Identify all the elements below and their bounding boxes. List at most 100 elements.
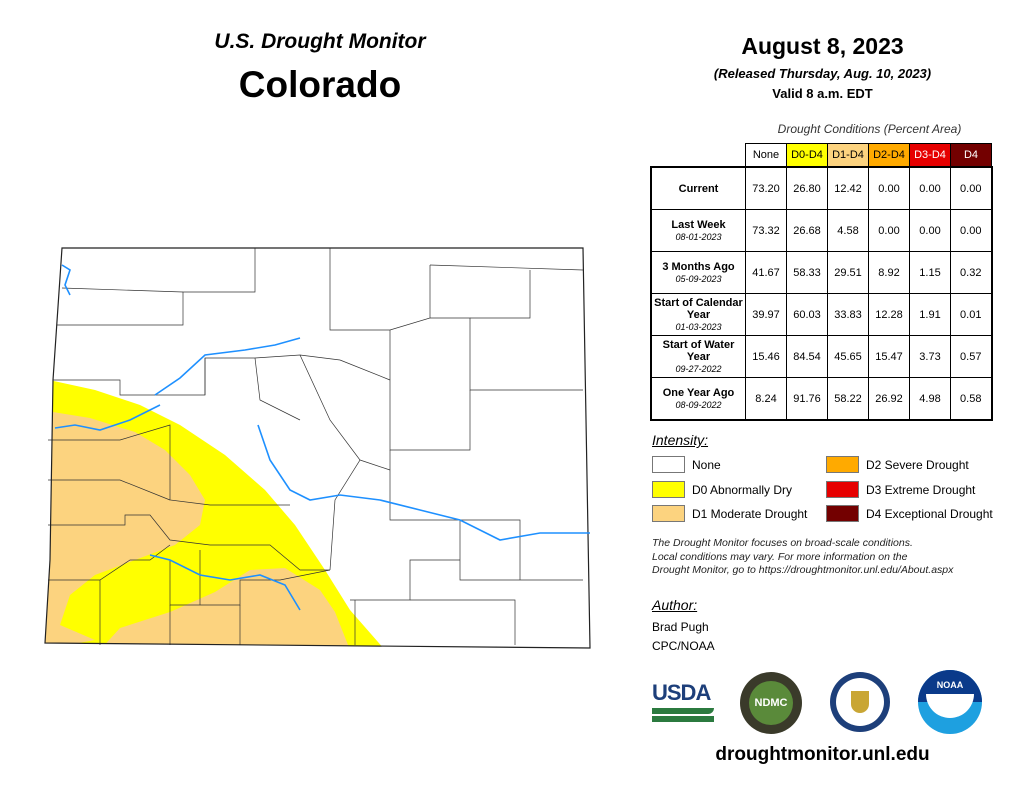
column-header: D4 <box>950 143 992 168</box>
table-cell: 41.67 <box>745 251 787 294</box>
author-info: Brad Pugh CPC/NOAA <box>652 618 715 656</box>
row-label: Last Week <box>671 218 726 231</box>
legend-item: D4 Exceptional Drought <box>826 505 993 522</box>
ndmc-logo: NDMC <box>740 672 802 734</box>
legend-label: D2 Severe Drought <box>866 457 969 472</box>
table-cell: 3.73 <box>909 335 951 378</box>
valid-time: Valid 8 a.m. EDT <box>772 86 873 101</box>
colorado-map <box>44 247 591 649</box>
table-cell: 33.83 <box>827 293 869 336</box>
table-cell: 1.91 <box>909 293 951 336</box>
table-cell: 60.03 <box>786 293 828 336</box>
column-header: D0-D4 <box>786 143 828 168</box>
table-cell: 4.98 <box>909 377 951 421</box>
legend-swatch <box>652 505 685 522</box>
table-cell: 26.68 <box>786 209 828 252</box>
table-cell: 8.92 <box>868 251 910 294</box>
table-cell: 15.46 <box>745 335 787 378</box>
legend-item: None <box>652 456 721 473</box>
table-cell: 73.20 <box>745 166 787 210</box>
legend-swatch <box>652 481 685 498</box>
table-cell: 12.28 <box>868 293 910 336</box>
table-cell: 0.00 <box>868 166 910 210</box>
row-label: Start of Water Year <box>662 338 735 363</box>
author-org: CPC/NOAA <box>652 639 715 653</box>
noaa-logo: NOAA <box>918 670 982 734</box>
row-label: Current <box>678 182 719 195</box>
table-cell: 58.33 <box>786 251 828 294</box>
table-cell: 26.80 <box>786 166 828 210</box>
website-link[interactable]: droughtmonitor.unl.edu <box>715 744 930 765</box>
author-title: Author: <box>652 597 698 613</box>
row-label: 3 Months Ago <box>662 260 735 273</box>
row-date: 08-09-2022 <box>675 399 722 410</box>
table-cell: 26.92 <box>868 377 910 421</box>
commerce-seal-logo <box>830 672 890 732</box>
drought-conditions-table: None D0-D4 D1-D4 D2-D4 D3-D4 D4 Current 73.20 26… <box>650 143 993 421</box>
table-cell: 45.65 <box>827 335 869 378</box>
table-cell: 58.22 <box>827 377 869 421</box>
legend-swatch <box>652 456 685 473</box>
legend-item: D1 Moderate Drought <box>652 505 807 522</box>
release-date: (Released Thursday, Aug. 10, 2023) <box>713 66 932 81</box>
column-header: D3-D4 <box>909 143 951 168</box>
table-cell: 12.42 <box>827 166 869 210</box>
legend-item: D0 Abnormally Dry <box>652 481 792 498</box>
legend-label: None <box>692 457 721 472</box>
map-title: U.S. Drought Monitor <box>214 30 426 53</box>
table-cell: 4.58 <box>827 209 869 252</box>
table-cell: 0.00 <box>950 166 993 210</box>
table-cell: 29.51 <box>827 251 869 294</box>
d1-area-west <box>45 410 205 648</box>
note-line: Local conditions may vary. For more info… <box>652 550 908 563</box>
legend-swatch <box>826 456 859 473</box>
table-row: One Year Ago 08-09-2022 8.24 91.76 58.22 26.9… <box>650 377 993 421</box>
table-cell: 84.54 <box>786 335 828 378</box>
table-row: 3 Months Ago 05-09-2023 41.67 58.33 29.51 8.9… <box>650 251 993 294</box>
table-cell: 73.32 <box>745 209 787 252</box>
legend-swatch <box>826 481 859 498</box>
disclaimer-note: The Drought Monitor focuses on broad-sca… <box>652 537 953 578</box>
legend-label: D0 Abnormally Dry <box>692 482 793 497</box>
legend-label: D4 Exceptional Drought <box>866 506 993 521</box>
table-caption: Drought Conditions (Percent Area) <box>777 122 962 136</box>
table-cell: 0.58 <box>950 377 993 421</box>
author-name: Brad Pugh <box>652 620 709 634</box>
county-boundaries <box>48 248 584 645</box>
table-cell: 0.57 <box>950 335 993 378</box>
table-cell: 39.97 <box>745 293 787 336</box>
table-cell: 91.76 <box>786 377 828 421</box>
column-header: None <box>745 143 787 168</box>
row-date: 08-01-2023 <box>675 231 722 242</box>
state-name: Colorado <box>238 64 402 105</box>
table-row: Start of Calendar Year 01-03-2023 39.97 60.… <box>650 293 993 336</box>
table-cell: 0.00 <box>909 209 951 252</box>
usda-logo: USDA <box>652 680 714 726</box>
legend-item: D3 Extreme Drought <box>826 481 975 498</box>
column-header: D1-D4 <box>827 143 869 168</box>
legend-item: D2 Severe Drought <box>826 456 969 473</box>
row-label: Start of Calendar Year <box>654 296 743 321</box>
table-cell: 0.00 <box>909 166 951 210</box>
state-outline <box>44 247 591 649</box>
table-cell: 0.00 <box>950 209 993 252</box>
table-row: Last Week 08-01-2023 73.32 26.68 4.58 0.00 0.0… <box>650 209 993 252</box>
note-line: Drought Monitor, go to https://droughtmo… <box>652 564 954 576</box>
rivers <box>54 264 590 611</box>
row-date: 01-03-2023 <box>675 321 722 332</box>
table-cell: 8.24 <box>745 377 787 421</box>
legend-swatch <box>826 505 859 522</box>
table-cell: 0.32 <box>950 251 993 294</box>
column-header: D2-D4 <box>868 143 910 168</box>
table-cell: 0.01 <box>950 293 993 336</box>
table-cell: 15.47 <box>868 335 910 378</box>
row-label: One Year Ago <box>662 386 735 399</box>
table-cell: 0.00 <box>868 209 910 252</box>
map-date: August 8, 2023 <box>741 33 904 59</box>
table-cell: 1.15 <box>909 251 951 294</box>
table-row: Current 73.20 26.80 12.42 0.00 0.00 0.00 <box>650 166 993 210</box>
legend-title: Intensity: <box>652 432 709 448</box>
note-line: The Drought Monitor focuses on broad-sca… <box>652 537 913 549</box>
row-date: 05-09-2023 <box>675 273 722 284</box>
